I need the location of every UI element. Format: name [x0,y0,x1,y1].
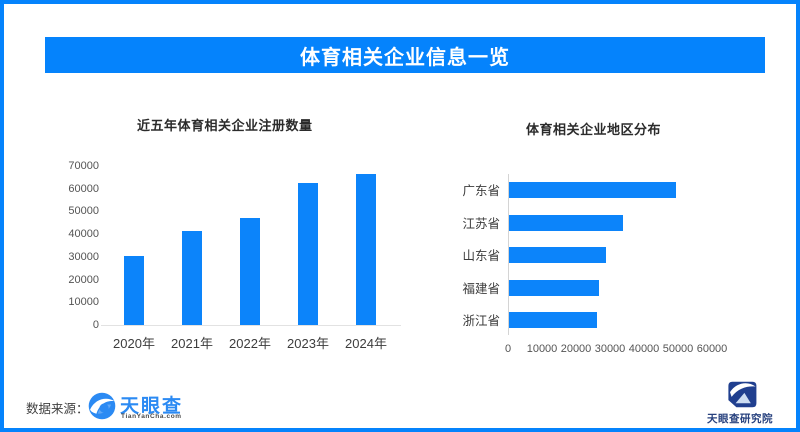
x-tick-label: 60000 [696,343,728,355]
bar-2020年 [124,255,144,325]
registration-bar-chart: 近五年体育相关企业注册数量 0 10000 20000 30000 40000 50000… [59,109,409,364]
x-tick-label: 10000 [526,343,558,355]
tianyancha-logo-subtext: TianYanCha.com [121,413,182,420]
y-category-label: 山东省 [462,249,500,263]
x-tick-label: 20000 [560,343,592,355]
y-axis-line [508,174,509,335]
tianyancha-logo-icon [88,392,116,420]
y-tick-label: 10000 [68,296,99,309]
bar-浙江省 [509,312,598,328]
x-category-label: 2024年 [345,336,387,351]
x-tick-label: 50000 [662,343,694,355]
y-category-label: 福建省 [462,281,500,296]
page-title-banner: 体育相关企业信息一览 [45,37,765,73]
y-category-label: 广东省 [462,184,500,198]
region-chart-title: 体育相关企业地区分布 [526,122,662,137]
bar-广东省 [509,182,676,198]
bar-江苏省 [509,214,623,231]
y-tick-label: 0 [92,319,99,331]
bar-2022年 [240,218,260,325]
x-tick-label: 40000 [628,343,660,355]
research-institute-logo-text: 天眼查研究院 [707,413,773,425]
bar-山东省 [509,247,606,263]
page-title: 体育相关企业信息一览 [300,46,510,69]
x-category-label: 2023年 [287,336,329,351]
bar-福建省 [509,279,600,296]
x-tick-label: 0 [504,343,512,355]
bar-2024年 [356,173,376,325]
y-category-label: 江苏省 [462,216,500,231]
y-tick-label: 50000 [68,205,99,218]
region-bar-chart: 体育相关企业地区分布 广东省江苏省山东省福建省浙江省 0 10000 20000 300… [434,109,774,369]
x-category-label: 2020年 [113,336,155,351]
x-tick-label: 30000 [594,343,626,355]
y-tick-label: 60000 [68,182,99,195]
y-tick-label: 40000 [68,228,99,241]
data-source-label: 数据来源： [26,402,89,416]
x-category-label: 2022年 [229,336,271,351]
bar-2023年 [298,183,318,325]
tianyancha-logo-text: 天眼查 [120,396,184,417]
x-axis-line [101,325,401,326]
bar-2021年 [182,230,202,325]
y-tick-label: 30000 [68,250,99,263]
x-category-label: 2021年 [171,336,213,351]
y-tick-label: 20000 [68,273,99,286]
y-category-label: 浙江省 [462,314,500,328]
registration-chart-title: 近五年体育相关企业注册数量 [137,118,313,133]
y-tick-label: 70000 [68,160,99,172]
research-institute-logo-icon [728,381,757,408]
